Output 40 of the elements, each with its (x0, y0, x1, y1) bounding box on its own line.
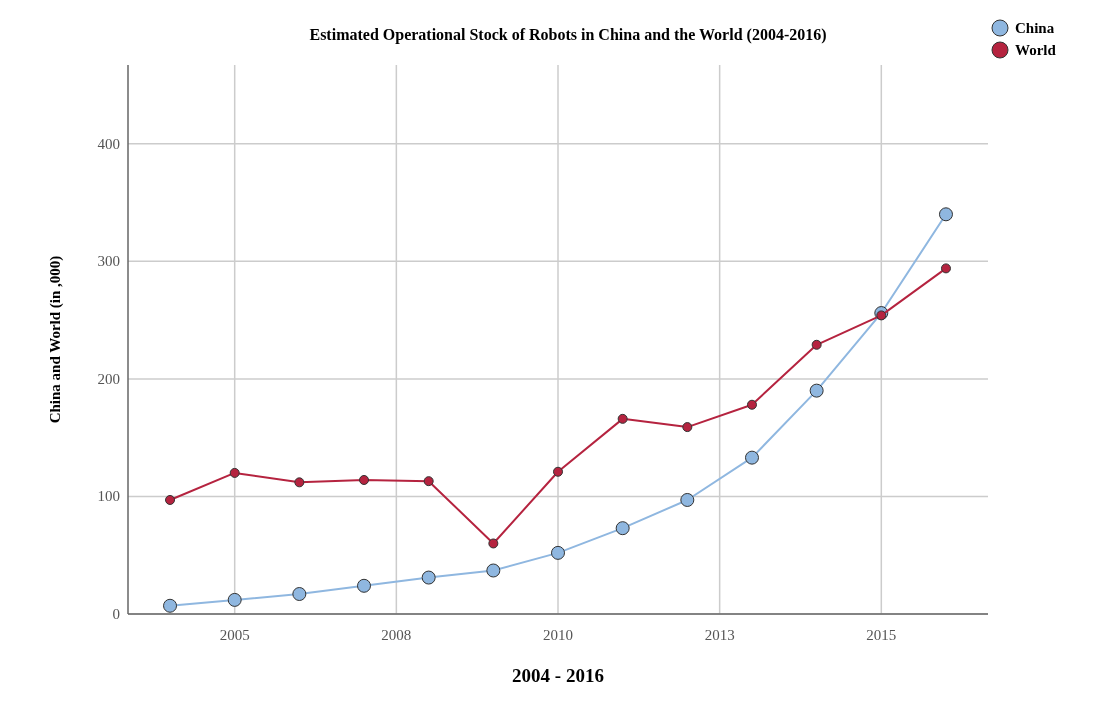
point (615, 521, 630, 536)
x-tick-label: 2005 (219, 627, 250, 643)
point (553, 466, 563, 477)
point (809, 383, 824, 398)
point (423, 476, 434, 487)
legend-label: China (1015, 20, 1055, 36)
chart-title: Estimated Operational Stock of Robots in China and the World (2004-2016) (309, 26, 827, 44)
y-tick-label: 300 (97, 253, 120, 270)
x-tick-label: 2008 (381, 627, 412, 643)
point (294, 477, 305, 488)
y-tick-label: 400 (97, 135, 120, 152)
point (617, 413, 628, 424)
point (292, 587, 307, 602)
point (421, 570, 436, 585)
point (682, 422, 693, 433)
point (359, 474, 370, 485)
x-axis-title: 2004 - 2016 (512, 665, 604, 686)
point (357, 578, 372, 593)
point (229, 467, 240, 478)
point (876, 310, 887, 321)
y-tick-label: 200 (97, 370, 120, 387)
x-tick-label: 2015 (866, 627, 897, 643)
point (744, 450, 759, 465)
point (551, 545, 565, 560)
point (486, 563, 501, 578)
point (746, 399, 757, 410)
point (940, 263, 951, 274)
y-tick-label: 100 (97, 488, 120, 505)
point (165, 494, 176, 505)
point (938, 207, 953, 222)
point (227, 592, 242, 607)
y-axis-title: China and World (in ,000) (47, 255, 64, 424)
point (680, 492, 695, 507)
point (163, 598, 178, 613)
legend-label: World (1015, 42, 1057, 58)
x-tick-label: 2010 (543, 627, 573, 643)
y-tick-label: 0 (112, 606, 120, 622)
point (488, 538, 499, 549)
x-tick-label: 2013 (704, 627, 735, 643)
point (811, 339, 822, 350)
